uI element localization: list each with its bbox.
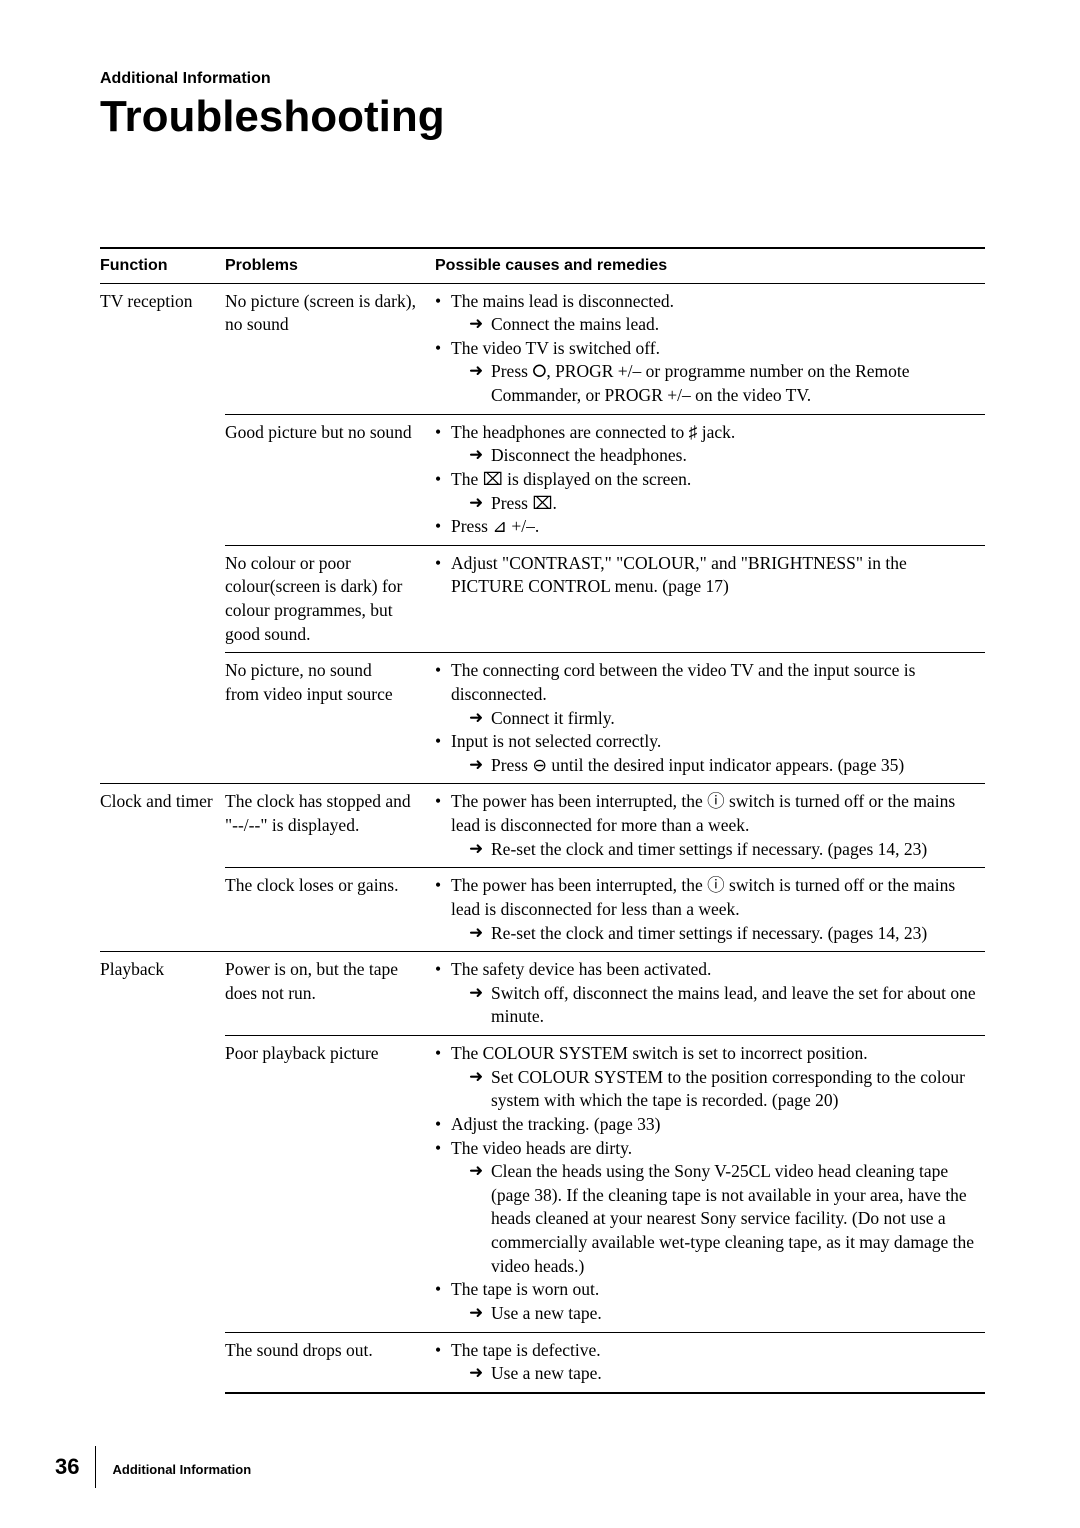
remedy-bullet: The mains lead is disconnected. <box>435 290 977 314</box>
section-label: Additional Information <box>100 70 985 88</box>
remedy-bullet: Adjust "CONTRAST," "COLOUR," and "BRIGHT… <box>435 552 977 599</box>
remedy-bullet: Adjust the tracking. (page 33) <box>435 1113 977 1137</box>
remedy-bullet: The COLOUR SYSTEM switch is set to incor… <box>435 1042 977 1066</box>
remedy-cell: The safety device has been activated.Swi… <box>435 952 985 1036</box>
problem-cell: The clock loses or gains. <box>225 868 435 952</box>
problem-cell: Good picture but no sound <box>225 414 435 545</box>
remedy-arrow: Press ⊖ until the desired input indicato… <box>435 754 977 778</box>
remedy-arrow: Switch off, disconnect the mains lead, a… <box>435 982 977 1029</box>
remedy-cell: The COLOUR SYSTEM switch is set to incor… <box>435 1036 985 1333</box>
remedy-bullet: The video TV is switched off. <box>435 337 977 361</box>
remedy-cell: The power has been interrupted, the ⓘ sw… <box>435 868 985 952</box>
remedy-bullet: Input is not selected correctly. <box>435 730 977 754</box>
remedy-cell: The power has been interrupted, the ⓘ sw… <box>435 784 985 868</box>
remedy-bullet: The ⌧ is displayed on the screen. <box>435 468 977 492</box>
remedy-arrow: Re-set the clock and timer settings if n… <box>435 922 977 946</box>
page-title: Troubleshooting <box>100 92 985 142</box>
remedy-bullet: The tape is worn out. <box>435 1278 977 1302</box>
problem-cell: Power is on, but the tape does not run. <box>225 952 435 1036</box>
page-footer: 36 Additional Information <box>55 1454 251 1488</box>
function-cell: TV reception <box>100 283 225 784</box>
col-header-problems: Problems <box>225 248 435 283</box>
problem-cell: No picture (screen is dark), no sound <box>225 283 435 414</box>
remedy-arrow: Disconnect the headphones. <box>435 444 977 468</box>
remedy-arrow: Clean the heads using the Sony V-25CL vi… <box>435 1160 977 1278</box>
remedy-arrow: Use a new tape. <box>435 1362 977 1386</box>
remedy-arrow: Connect the mains lead. <box>435 313 977 337</box>
problem-cell: The clock has stopped and "--/--" is dis… <box>225 784 435 868</box>
remedy-bullet: The video heads are dirty. <box>435 1137 977 1161</box>
problem-cell: The sound drops out. <box>225 1332 435 1393</box>
problem-cell: No picture, no soundfrom video input sou… <box>225 653 435 784</box>
remedy-arrow: Press ⭘, PROGR +/– or programme number o… <box>435 360 977 407</box>
table-body: TV receptionNo picture (screen is dark),… <box>100 283 985 1393</box>
remedy-cell: The connecting cord between the video TV… <box>435 653 985 784</box>
function-cell: Playback <box>100 952 225 1393</box>
remedy-cell: Adjust "CONTRAST," "COLOUR," and "BRIGHT… <box>435 545 985 653</box>
remedy-arrow: Press ⌧. <box>435 492 977 516</box>
remedy-bullet: The power has been interrupted, the ⓘ sw… <box>435 790 977 837</box>
remedy-bullet: The tape is defective. <box>435 1339 977 1363</box>
problem-cell: No colour or poor colour(screen is dark)… <box>225 545 435 653</box>
remedy-cell: The tape is defective.Use a new tape. <box>435 1332 985 1393</box>
troubleshooting-table: Function Problems Possible causes and re… <box>100 247 985 1394</box>
remedy-cell: The headphones are connected to ♯ jack.D… <box>435 414 985 545</box>
col-header-remedies: Possible causes and remedies <box>435 248 985 283</box>
remedy-cell: The mains lead is disconnected.Connect t… <box>435 283 985 414</box>
footer-divider <box>95 1446 96 1488</box>
remedy-bullet: The safety device has been activated. <box>435 958 977 982</box>
col-header-function: Function <box>100 248 225 283</box>
function-cell: Clock and timer <box>100 784 225 952</box>
problem-cell: Poor playback picture <box>225 1036 435 1333</box>
page-number: 36 <box>55 1454 79 1480</box>
remedy-arrow: Connect it firmly. <box>435 707 977 731</box>
remedy-arrow: Re-set the clock and timer settings if n… <box>435 838 977 862</box>
remedy-bullet: The connecting cord between the video TV… <box>435 659 977 706</box>
remedy-bullet: The power has been interrupted, the ⓘ sw… <box>435 874 977 921</box>
footer-label: Additional Information <box>112 1462 251 1477</box>
remedy-bullet: Press ⊿ +/–. <box>435 515 977 539</box>
remedy-arrow: Use a new tape. <box>435 1302 977 1326</box>
remedy-bullet: The headphones are connected to ♯ jack. <box>435 421 977 445</box>
remedy-arrow: Set COLOUR SYSTEM to the position corres… <box>435 1066 977 1113</box>
